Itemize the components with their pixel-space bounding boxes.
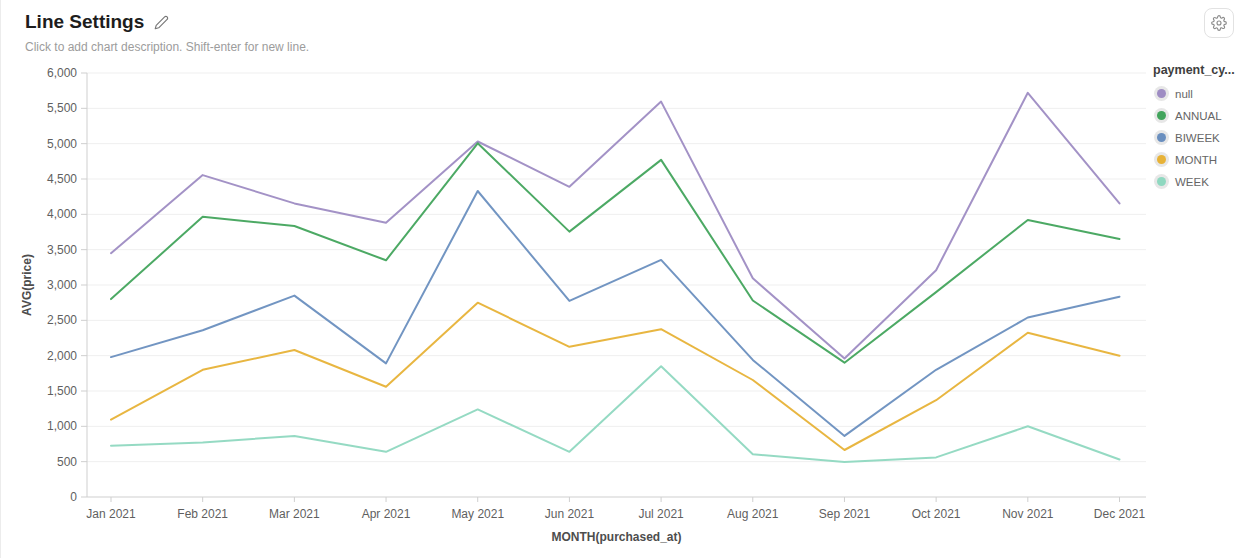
y-tick-label: 0 [70, 490, 77, 504]
legend-item-annual[interactable]: ANNUAL [1153, 108, 1243, 123]
series-line-null [111, 93, 1120, 359]
legend-title: payment_cy... [1153, 63, 1243, 77]
x-tick-label: Aug 2021 [727, 507, 779, 521]
x-tick-label: Nov 2021 [1002, 507, 1054, 521]
legend-swatch-icon [1157, 89, 1166, 98]
y-tick-label: 1,000 [47, 419, 77, 433]
x-tick-label: Feb 2021 [177, 507, 228, 521]
edit-title-icon[interactable] [154, 15, 169, 30]
y-tick-label: 4,000 [47, 207, 77, 221]
y-axis-title: AVG(price) [20, 254, 34, 316]
series-line-month [111, 303, 1120, 450]
x-tick-label: Oct 2021 [912, 507, 961, 521]
series-line-week [111, 366, 1120, 462]
x-tick-label: Dec 2021 [1094, 507, 1146, 521]
legend-swatch-icon [1157, 111, 1166, 120]
x-tick-label: Sep 2021 [819, 507, 871, 521]
legend-swatch-icon [1157, 155, 1166, 164]
y-tick-label: 3,500 [47, 243, 77, 257]
legend-item-month[interactable]: MONTH [1153, 152, 1243, 167]
legend: payment_cy... null ANNUAL BIWEEK MONTH WEEK [1153, 63, 1243, 196]
y-tick-label: 3,000 [47, 278, 77, 292]
y-tick-label: 500 [57, 455, 77, 469]
x-tick-label: Jul 2021 [638, 507, 684, 521]
y-tick-label: 5,000 [47, 137, 77, 151]
x-tick-label: Jun 2021 [545, 507, 595, 521]
legend-swatch-icon [1157, 133, 1166, 142]
y-tick-label: 5,500 [47, 101, 77, 115]
x-tick-label: Jan 2021 [86, 507, 136, 521]
y-tick-label: 2,500 [47, 313, 77, 327]
y-tick-label: 6,000 [47, 66, 77, 80]
legend-item-label: BIWEEK [1175, 132, 1220, 144]
series-line-annual [111, 143, 1120, 362]
page-title[interactable]: Line Settings [25, 8, 144, 36]
chart-panel: 0 500 1,000 1,500 2,000 2,500 3,000 3,500 4,000 4… [0, 0, 1243, 558]
legend-item-biweek[interactable]: BIWEEK [1153, 130, 1243, 145]
series-line-biweek [111, 191, 1120, 436]
x-tick-label: May 2021 [451, 507, 504, 521]
y-tick-label: 2,000 [47, 349, 77, 363]
legend-swatch-icon [1157, 177, 1166, 186]
legend-item-label: null [1175, 88, 1193, 100]
line-chart-canvas[interactable]: 0 500 1,000 1,500 2,000 2,500 3,000 3,500 4,000 4… [1, 0, 1243, 558]
legend-item-label: WEEK [1175, 176, 1209, 188]
legend-item-week[interactable]: WEEK [1153, 174, 1243, 189]
x-axis-title: MONTH(purchased_at) [551, 530, 681, 544]
legend-item-label: ANNUAL [1175, 110, 1222, 122]
y-tick-label: 1,500 [47, 384, 77, 398]
settings-button[interactable] [1204, 8, 1234, 38]
line-chart: 0 500 1,000 1,500 2,000 2,500 3,000 3,500 4,000 4… [1, 0, 1243, 558]
legend-item-null[interactable]: null [1153, 86, 1243, 101]
gear-icon [1211, 15, 1227, 31]
chart-description-placeholder[interactable]: Click to add chart description. Shift-en… [25, 40, 309, 54]
y-tick-label: 4,500 [47, 172, 77, 186]
x-tick-label: Apr 2021 [362, 507, 411, 521]
legend-item-label: MONTH [1175, 154, 1217, 166]
x-tick-label: Mar 2021 [269, 507, 320, 521]
